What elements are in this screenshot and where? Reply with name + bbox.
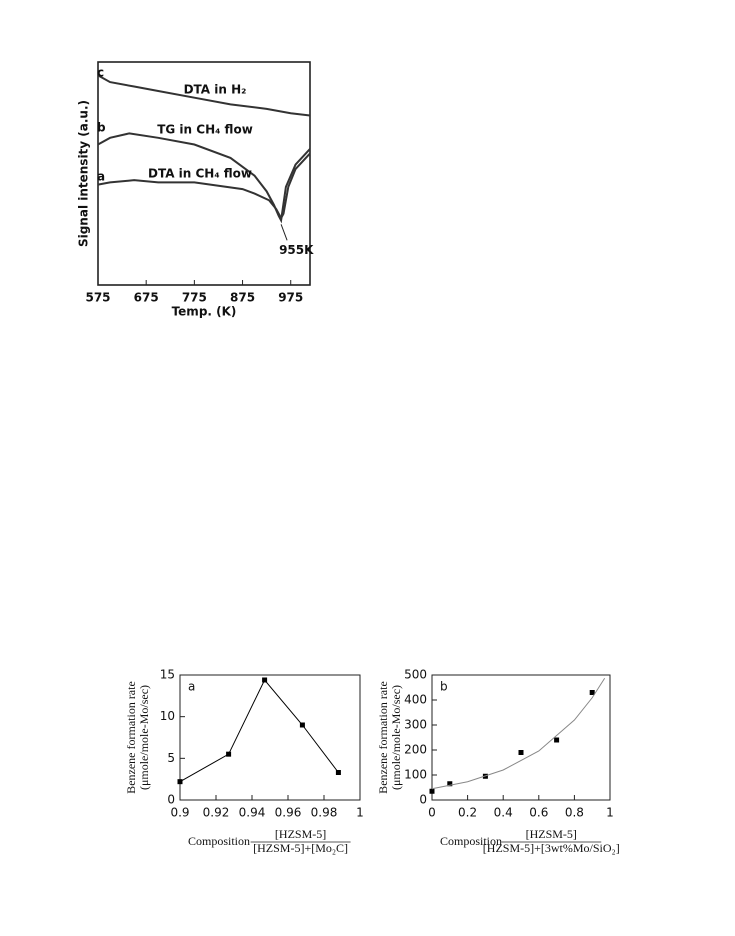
data-point bbox=[429, 788, 435, 794]
x-tick-label: 0 bbox=[428, 806, 436, 820]
data-point bbox=[177, 779, 183, 785]
series-line bbox=[97, 152, 311, 221]
series-line bbox=[97, 74, 311, 117]
data-point bbox=[335, 770, 341, 775]
x-tick-label: 575 bbox=[85, 291, 110, 305]
data-point bbox=[447, 781, 453, 787]
x-tick-label: 0.2 bbox=[458, 806, 477, 820]
x-tick-label: 975 bbox=[278, 291, 303, 305]
curve-letter: c bbox=[97, 66, 104, 80]
y-tick-label: 10 bbox=[160, 709, 175, 723]
curve-name: DTA in CH₄ flow bbox=[148, 167, 252, 181]
x-tick-label: 0.6 bbox=[529, 806, 548, 820]
y-tick-label: 300 bbox=[404, 718, 427, 732]
y-axis-label: (μmole/mole-Mo/sec) bbox=[137, 685, 151, 790]
curve-name: TG in CH₄ flow bbox=[157, 123, 253, 137]
data-point bbox=[554, 737, 560, 743]
series-line bbox=[97, 132, 311, 224]
y-tick-label: 15 bbox=[160, 668, 175, 682]
data-point bbox=[299, 722, 305, 728]
curve-letter: a bbox=[97, 170, 105, 184]
x-tick-label: 0.92 bbox=[203, 806, 230, 820]
x-tick-label: 0.9 bbox=[170, 806, 189, 820]
x-tick-label: 0.94 bbox=[239, 806, 266, 820]
y-axis-label: Signal intensity (a.u.) bbox=[77, 100, 91, 247]
series-line bbox=[179, 679, 339, 783]
y-tick-label: 200 bbox=[404, 743, 427, 757]
y-tick-label: 0 bbox=[419, 793, 427, 807]
x-tick-label: 675 bbox=[134, 291, 159, 305]
data-point bbox=[518, 750, 524, 755]
x-tick-label: 875 bbox=[230, 291, 255, 305]
y-tick-label: 400 bbox=[404, 693, 427, 707]
y-tick-label: 0 bbox=[167, 793, 175, 807]
y-tick-label: 100 bbox=[404, 768, 427, 782]
panel-label: a bbox=[188, 680, 195, 694]
y-tick-label: 5 bbox=[167, 751, 175, 765]
curve-letter: b bbox=[97, 121, 106, 135]
plot-frame bbox=[179, 674, 361, 801]
fraction-numerator: [HZSM-5] bbox=[275, 827, 326, 841]
plot-frame bbox=[431, 674, 611, 801]
y-tick-label: 500 bbox=[404, 668, 427, 682]
x-tick-label: 0.96 bbox=[275, 806, 302, 820]
x-axis-label: Temp. (K) bbox=[172, 305, 237, 319]
x-tick-label: 0.8 bbox=[565, 806, 584, 820]
fraction-numerator: [HZSM-5] bbox=[526, 827, 577, 841]
x-axis-label: Composition bbox=[188, 834, 250, 848]
fraction-denominator: [HZSM-5]+[Mo₂C] bbox=[253, 841, 348, 855]
panel-label: b bbox=[440, 680, 448, 694]
curve-name: DTA in H₂ bbox=[184, 83, 247, 97]
annotation: 955K bbox=[279, 243, 314, 257]
data-point bbox=[226, 751, 232, 757]
data-point bbox=[589, 690, 595, 695]
series-line bbox=[431, 677, 606, 790]
y-axis-label: (μmole/mole-Mo/sec) bbox=[389, 685, 403, 790]
y-axis-label: Benzene formation rate bbox=[124, 681, 138, 794]
x-tick-label: 0.98 bbox=[311, 806, 338, 820]
x-axis-label: Composition bbox=[440, 834, 502, 848]
x-tick-label: 1 bbox=[356, 806, 364, 820]
x-tick-label: 775 bbox=[182, 291, 207, 305]
y-axis-label: Benzene formation rate bbox=[376, 681, 390, 794]
plot-frame bbox=[97, 61, 311, 286]
annotation-leader bbox=[280, 224, 288, 241]
x-tick-label: 1 bbox=[606, 806, 614, 820]
x-tick-label: 0.4 bbox=[494, 806, 513, 820]
data-point bbox=[262, 677, 268, 683]
fraction-denominator: [HZSM-5]+[3wt%Mo/SiO₂] bbox=[483, 841, 620, 855]
